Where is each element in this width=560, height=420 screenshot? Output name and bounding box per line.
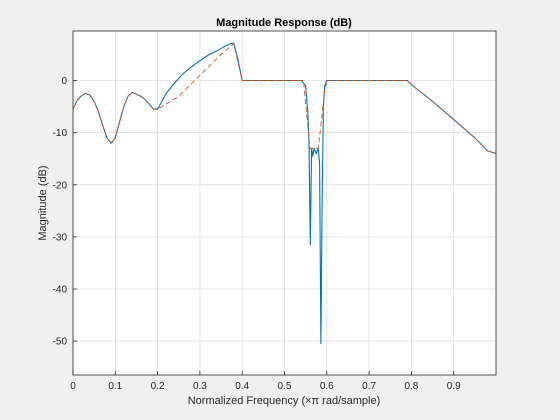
series-line-1 (73, 42, 496, 345)
x-tick-label: 0.6 (320, 381, 334, 392)
x-tick-label: 0.3 (193, 381, 207, 392)
x-tick-label: 0.2 (151, 381, 165, 392)
x-tick-label: 0 (70, 381, 76, 392)
series-line-2 (73, 43, 496, 154)
y-tick-label: -30 (53, 232, 68, 243)
y-tick-label: -10 (53, 128, 68, 139)
y-tick-label: -50 (53, 337, 68, 348)
chart-title: Magnitude Response (dB) (216, 17, 352, 29)
y-axis-label: Magnitude (dB) (37, 165, 49, 240)
x-tick-label: 0.4 (235, 381, 249, 392)
x-tick-label: 0.5 (278, 381, 292, 392)
x-tick-label: 0.9 (447, 381, 461, 392)
series-layer (73, 42, 496, 345)
y-tick-label: -40 (53, 285, 68, 296)
x-tick-label: 0.7 (362, 381, 376, 392)
y-tick-label: -20 (53, 180, 68, 191)
y-tick-label: 0 (61, 76, 67, 87)
x-axis: 0 0.1 0.2 0.3 0.4 0.5 0.6 0.7 0.8 0.9 (70, 371, 461, 392)
x-tick-label: 0.8 (404, 381, 418, 392)
y-axis: 0 -10 -20 -30 -40 -50 (53, 76, 77, 348)
x-axis-label: Normalized Frequency (×π rad/sample) (188, 395, 381, 407)
x-tick-label: 0.1 (108, 381, 122, 392)
